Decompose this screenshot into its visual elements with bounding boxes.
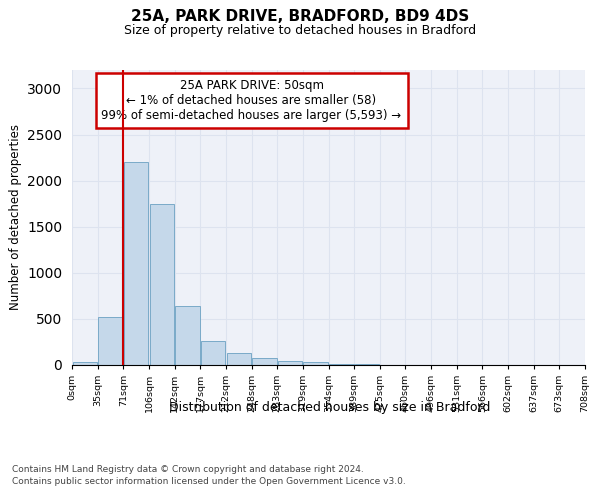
Text: Distribution of detached houses by size in Bradford: Distribution of detached houses by size …	[169, 401, 491, 414]
Text: Contains public sector information licensed under the Open Government Licence v3: Contains public sector information licen…	[12, 477, 406, 486]
Text: 25A, PARK DRIVE, BRADFORD, BD9 4DS: 25A, PARK DRIVE, BRADFORD, BD9 4DS	[131, 9, 469, 24]
Y-axis label: Number of detached properties: Number of detached properties	[8, 124, 22, 310]
Bar	[329, 364, 353, 365]
Bar	[252, 358, 277, 365]
Bar	[201, 340, 225, 365]
Bar	[98, 317, 122, 365]
Text: Size of property relative to detached houses in Bradford: Size of property relative to detached ho…	[124, 24, 476, 37]
Bar	[124, 162, 148, 365]
Bar	[278, 361, 302, 365]
Bar	[355, 364, 379, 365]
Bar	[227, 352, 251, 365]
Bar	[175, 306, 200, 365]
Text: 25A PARK DRIVE: 50sqm
← 1% of detached houses are smaller (58)
99% of semi-detac: 25A PARK DRIVE: 50sqm ← 1% of detached h…	[101, 79, 401, 122]
Bar	[149, 204, 174, 365]
Bar	[304, 362, 328, 365]
Text: Contains HM Land Registry data © Crown copyright and database right 2024.: Contains HM Land Registry data © Crown c…	[12, 466, 364, 474]
Bar	[73, 362, 97, 365]
